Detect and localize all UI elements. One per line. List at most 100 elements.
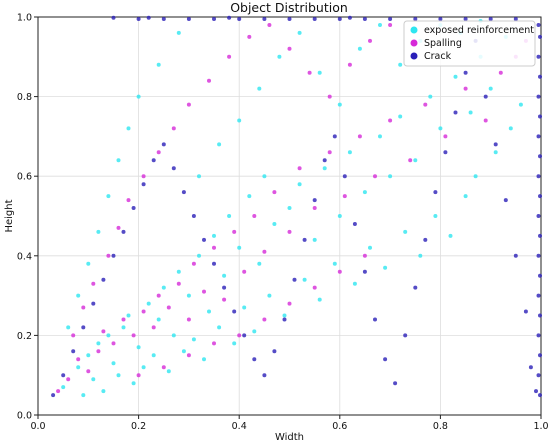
legend: exposed reinforcement Spalling Crack	[403, 20, 536, 67]
point-spalling	[267, 23, 272, 27]
point-crack	[536, 134, 541, 139]
point-crack	[538, 273, 542, 278]
point-exposed-reinforcement	[272, 222, 277, 226]
point-crack	[413, 17, 418, 21]
point-crack	[212, 17, 216, 21]
point-spalling	[151, 325, 156, 330]
point-crack	[181, 190, 186, 195]
legend-marker-crack	[410, 52, 418, 60]
point-exposed-reinforcement	[398, 62, 403, 67]
point-crack	[362, 269, 367, 274]
point-crack	[538, 194, 542, 199]
point-exposed-reinforcement	[368, 245, 372, 250]
point-spalling	[342, 194, 347, 199]
point-crack	[523, 309, 528, 314]
point-spalling	[247, 34, 252, 39]
y-tick-label: 0.0	[17, 411, 32, 422]
point-crack	[536, 333, 541, 338]
point-crack	[232, 309, 237, 314]
point-spalling	[237, 333, 242, 338]
point-exposed-reinforcement	[106, 194, 111, 199]
point-crack	[383, 357, 388, 362]
point-spalling	[287, 46, 292, 51]
point-crack	[463, 70, 468, 75]
legend-label-exposed-reinforcement: exposed reinforcement	[424, 25, 534, 36]
point-exposed-reinforcement	[332, 261, 337, 266]
x-axis-label: Width	[275, 432, 304, 443]
point-spalling	[156, 293, 161, 298]
point-spalling	[272, 190, 277, 195]
point-exposed-reinforcement	[237, 118, 242, 123]
point-crack	[222, 285, 227, 290]
point-exposed-reinforcement	[232, 341, 237, 346]
point-exposed-reinforcement	[257, 86, 262, 91]
point-crack	[538, 313, 542, 318]
chart-title: Object Distribution	[230, 0, 348, 15]
point-crack	[433, 190, 438, 195]
point-crack	[503, 198, 508, 203]
point-spalling	[86, 369, 91, 374]
point-spalling	[212, 245, 216, 250]
point-crack	[536, 253, 541, 258]
point-spalling	[191, 261, 196, 266]
point-exposed-reinforcement	[207, 309, 211, 314]
point-spalling	[176, 281, 181, 286]
point-exposed-reinforcement	[126, 313, 131, 318]
point-exposed-reinforcement	[337, 102, 342, 107]
point-crack	[493, 142, 498, 147]
point-crack	[312, 198, 317, 203]
point-exposed-reinforcement	[212, 233, 216, 238]
point-crack	[483, 94, 488, 99]
legend-marker-exposed-reinforcement	[410, 26, 418, 34]
point-crack	[513, 17, 518, 21]
point-spalling	[327, 94, 332, 99]
y-tick-label: 0.8	[17, 92, 32, 103]
x-tick-label: 0.4	[232, 421, 247, 432]
point-crack	[121, 229, 126, 234]
point-spalling	[287, 301, 292, 306]
point-crack	[413, 285, 418, 290]
point-crack	[262, 373, 267, 378]
point-crack	[161, 142, 166, 147]
point-exposed-reinforcement	[468, 110, 473, 115]
point-spalling	[186, 102, 191, 107]
point-exposed-reinforcement	[403, 229, 408, 234]
point-crack	[322, 158, 327, 163]
point-spalling	[212, 341, 216, 346]
point-crack	[191, 214, 196, 218]
point-crack	[536, 54, 541, 59]
point-crack	[513, 253, 518, 258]
point-exposed-reinforcement	[176, 269, 181, 274]
point-exposed-reinforcement	[297, 182, 302, 187]
point-exposed-reinforcement	[151, 353, 156, 358]
point-crack	[237, 17, 242, 21]
point-exposed-reinforcement	[378, 134, 382, 139]
point-crack	[347, 15, 352, 20]
point-crack	[536, 23, 541, 27]
point-spalling	[202, 289, 206, 294]
point-spalling	[327, 150, 332, 155]
point-crack	[538, 393, 542, 398]
point-spalling	[423, 102, 428, 107]
point-spalling	[262, 317, 267, 322]
point-spalling	[186, 353, 191, 358]
point-spalling	[121, 317, 126, 322]
point-exposed-reinforcement	[191, 337, 196, 342]
y-ticks: 0.0 0.2 0.4 0.6 0.8 1.0	[17, 13, 38, 422]
point-spalling	[242, 269, 247, 274]
point-exposed-reinforcement	[242, 305, 247, 310]
point-exposed-reinforcement	[227, 214, 232, 218]
point-crack	[282, 317, 287, 322]
point-exposed-reinforcement	[217, 325, 222, 330]
point-exposed-reinforcement	[518, 102, 523, 107]
point-exposed-reinforcement	[383, 265, 388, 270]
point-spalling	[357, 134, 362, 139]
point-crack	[536, 94, 541, 99]
point-crack	[538, 114, 542, 119]
point-crack	[212, 261, 216, 266]
point-exposed-reinforcement	[337, 214, 342, 218]
point-spalling	[207, 78, 211, 83]
point-crack	[287, 17, 292, 21]
point-exposed-reinforcement	[398, 114, 403, 119]
